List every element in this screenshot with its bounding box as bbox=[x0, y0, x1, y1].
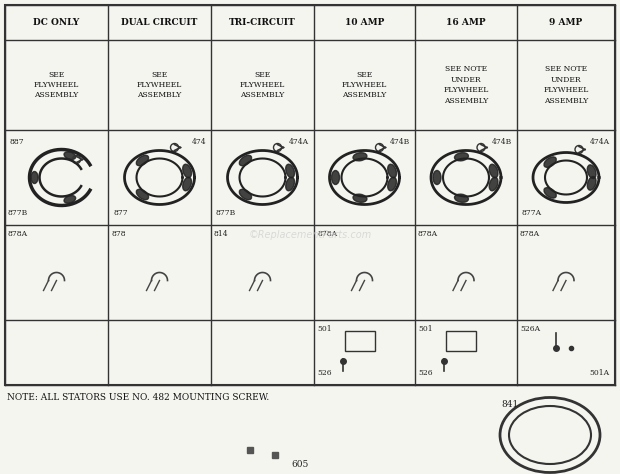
Text: 878A: 878A bbox=[418, 230, 438, 238]
Text: 526: 526 bbox=[418, 369, 433, 377]
Text: 9 AMP: 9 AMP bbox=[549, 18, 583, 27]
Text: SEE
FLYWHEEL
ASSEMBLY: SEE FLYWHEEL ASSEMBLY bbox=[342, 71, 387, 100]
Text: 501: 501 bbox=[317, 325, 332, 333]
Ellipse shape bbox=[353, 153, 367, 161]
Ellipse shape bbox=[286, 164, 294, 178]
Ellipse shape bbox=[353, 194, 367, 202]
Text: 814: 814 bbox=[214, 230, 229, 238]
Ellipse shape bbox=[136, 189, 149, 200]
Ellipse shape bbox=[587, 177, 596, 190]
Text: 878A: 878A bbox=[520, 230, 540, 238]
Text: 501A: 501A bbox=[590, 369, 610, 377]
Ellipse shape bbox=[31, 172, 38, 183]
Text: 877B: 877B bbox=[8, 209, 29, 217]
Ellipse shape bbox=[544, 157, 556, 167]
Text: 877B: 877B bbox=[216, 209, 236, 217]
Ellipse shape bbox=[587, 165, 596, 178]
Text: 841: 841 bbox=[502, 400, 518, 409]
Text: SEE
FLYWHEEL
ASSEMBLY: SEE FLYWHEEL ASSEMBLY bbox=[137, 71, 182, 100]
Ellipse shape bbox=[286, 177, 294, 191]
Ellipse shape bbox=[136, 155, 149, 166]
Bar bbox=[5, 5, 615, 385]
Text: 474: 474 bbox=[192, 138, 206, 146]
Text: NOTE: ALL STATORS USE NO. 482 MOUNTING SCREW.: NOTE: ALL STATORS USE NO. 482 MOUNTING S… bbox=[7, 393, 269, 402]
Bar bbox=[446, 330, 476, 350]
Text: 16 AMP: 16 AMP bbox=[446, 18, 486, 27]
Ellipse shape bbox=[388, 177, 396, 191]
Text: 878A: 878A bbox=[8, 230, 28, 238]
Ellipse shape bbox=[433, 171, 441, 184]
Ellipse shape bbox=[489, 177, 498, 191]
Text: 526A: 526A bbox=[520, 325, 540, 333]
Text: 474B: 474B bbox=[390, 138, 410, 146]
Ellipse shape bbox=[489, 164, 498, 178]
Text: 887: 887 bbox=[10, 138, 25, 146]
Ellipse shape bbox=[544, 188, 556, 198]
Ellipse shape bbox=[332, 171, 340, 184]
Text: 474B: 474B bbox=[492, 138, 512, 146]
Text: SEE
FLYWHEEL
ASSEMBLY: SEE FLYWHEEL ASSEMBLY bbox=[240, 71, 285, 100]
Text: 605: 605 bbox=[291, 460, 309, 469]
Text: 878A: 878A bbox=[317, 230, 337, 238]
Ellipse shape bbox=[183, 177, 192, 191]
Text: DC ONLY: DC ONLY bbox=[33, 18, 79, 27]
Ellipse shape bbox=[239, 155, 252, 166]
Text: TRI-CIRCUIT: TRI-CIRCUIT bbox=[229, 18, 296, 27]
Ellipse shape bbox=[64, 152, 76, 159]
Text: SEE
FLYWHEEL
ASSEMBLY: SEE FLYWHEEL ASSEMBLY bbox=[34, 71, 79, 100]
Text: 474A: 474A bbox=[289, 138, 309, 146]
Text: 474A: 474A bbox=[590, 138, 610, 146]
Text: 878: 878 bbox=[111, 230, 126, 238]
Ellipse shape bbox=[454, 194, 468, 202]
Ellipse shape bbox=[183, 164, 192, 178]
Text: ©ReplacementParts.com: ©ReplacementParts.com bbox=[249, 230, 371, 240]
Text: 10 AMP: 10 AMP bbox=[345, 18, 384, 27]
Ellipse shape bbox=[454, 153, 468, 161]
Text: 877A: 877A bbox=[522, 209, 542, 217]
Ellipse shape bbox=[64, 196, 76, 203]
Ellipse shape bbox=[239, 189, 252, 200]
Text: DUAL CIRCUIT: DUAL CIRCUIT bbox=[122, 18, 198, 27]
Text: SEE NOTE
UNDER
FLYWHEEL
ASSEMBLY: SEE NOTE UNDER FLYWHEEL ASSEMBLY bbox=[543, 65, 588, 105]
Text: 877: 877 bbox=[113, 209, 128, 217]
Bar bbox=[345, 330, 374, 350]
Ellipse shape bbox=[388, 164, 396, 178]
Text: SEE NOTE
UNDER
FLYWHEEL
ASSEMBLY: SEE NOTE UNDER FLYWHEEL ASSEMBLY bbox=[443, 65, 489, 105]
Text: 501: 501 bbox=[418, 325, 433, 333]
Text: 526: 526 bbox=[317, 369, 332, 377]
